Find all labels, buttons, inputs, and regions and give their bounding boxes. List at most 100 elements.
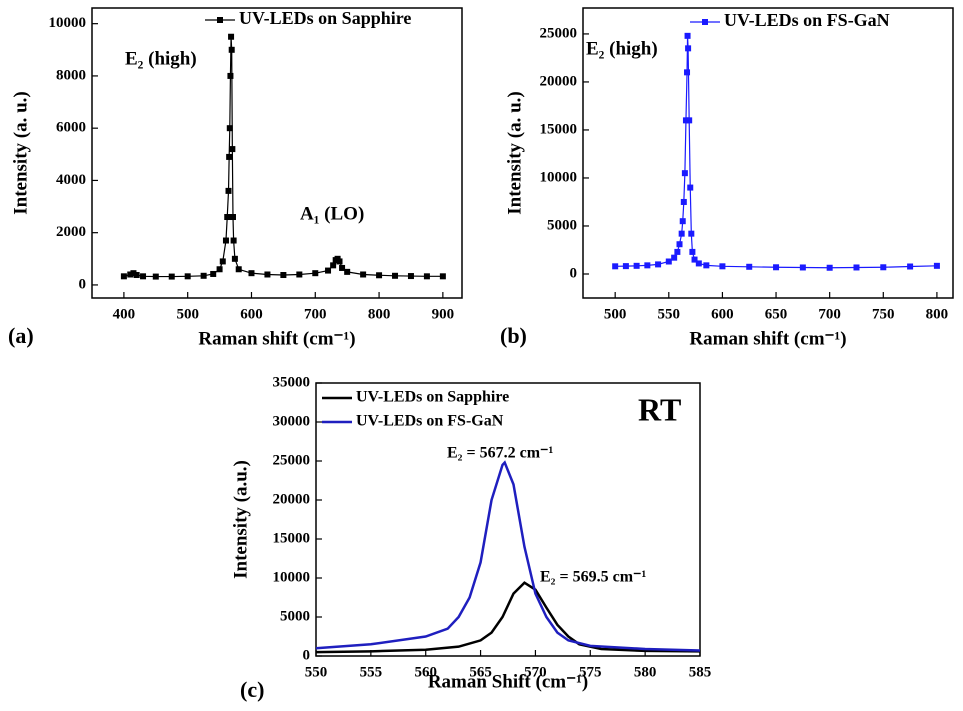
data-point	[226, 125, 233, 132]
series-line	[123, 36, 443, 278]
data-point	[296, 271, 303, 278]
x-tick-label: 400	[113, 306, 136, 322]
data-point	[280, 272, 287, 279]
data-point	[264, 271, 271, 278]
y-tick-label: 25000	[540, 25, 578, 41]
y-tick-label: 0	[303, 647, 311, 663]
data-point	[423, 273, 430, 280]
legend-label: UV-LEDs on FS-GaN	[724, 10, 890, 30]
data-point	[644, 262, 651, 269]
x-tick-label: 700	[304, 306, 327, 322]
data-point	[184, 273, 191, 280]
legend-marker	[702, 19, 708, 25]
data-point	[227, 72, 234, 79]
data-point	[226, 153, 233, 160]
x-tick-label: 600	[711, 306, 734, 322]
data-point	[407, 273, 414, 280]
data-point	[127, 271, 134, 278]
x-tick-label: 900	[432, 306, 455, 322]
data-point	[229, 146, 236, 153]
y-tick-label: 8000	[56, 67, 86, 83]
data-point	[633, 262, 640, 269]
panel-label: (b)	[500, 323, 527, 348]
data-point	[679, 218, 686, 225]
data-point	[312, 270, 319, 277]
plot-frame	[582, 7, 954, 299]
data-point	[680, 198, 687, 205]
data-point	[219, 258, 226, 265]
x-tick-label: 800	[926, 306, 949, 322]
x-tick-label: 700	[818, 306, 841, 322]
data-point	[799, 264, 806, 271]
x-tick-label: 560	[414, 664, 437, 680]
data-point	[674, 248, 681, 255]
legend-label: UV-LEDs on Sapphire	[239, 8, 411, 28]
x-tick-label: 555	[360, 664, 383, 680]
y-tick-label: 4000	[56, 172, 86, 188]
x-axis-label: Raman Shift (cm⁻¹)	[428, 671, 588, 692]
data-point	[826, 264, 833, 271]
data-point	[703, 262, 710, 269]
data-point	[330, 262, 337, 269]
y-tick-label: 10000	[49, 15, 87, 31]
y-tick-label: 35000	[273, 374, 311, 390]
data-point	[224, 214, 231, 221]
data-point	[671, 254, 678, 261]
data-point	[907, 263, 914, 270]
data-point	[691, 256, 698, 263]
y-tick-label: 6000	[56, 120, 86, 136]
x-tick-label: 580	[634, 664, 657, 680]
legend-label: UV-LEDs on Sapphire	[356, 389, 509, 406]
data-point	[676, 241, 683, 248]
data-point	[228, 46, 235, 53]
y-tick-label: 5000	[280, 608, 310, 624]
data-point	[853, 264, 860, 271]
legend-marker	[217, 17, 223, 23]
series-line	[315, 460, 701, 652]
data-point	[392, 272, 399, 279]
data-point	[120, 273, 127, 280]
data-point	[612, 263, 619, 270]
series-line	[315, 581, 701, 654]
data-point	[376, 272, 383, 279]
data-point	[686, 117, 693, 124]
annotation: E₂ (high)	[125, 48, 197, 69]
data-point	[248, 270, 255, 277]
data-point	[228, 33, 235, 40]
x-tick-label: 550	[305, 664, 328, 680]
data-point	[681, 170, 688, 177]
data-point	[339, 264, 346, 271]
data-point	[439, 273, 446, 280]
y-tick-label: 30000	[273, 413, 311, 429]
panel-label: (c)	[240, 677, 264, 702]
plot-frame	[315, 382, 701, 657]
data-point	[685, 45, 692, 52]
data-point	[231, 255, 238, 262]
data-point	[344, 268, 351, 275]
data-point	[200, 272, 207, 279]
data-point	[684, 69, 691, 76]
data-point	[684, 32, 691, 39]
data-point	[682, 117, 689, 124]
data-point	[687, 184, 694, 191]
data-point	[695, 260, 702, 267]
x-tick-label: 650	[765, 306, 788, 322]
x-tick-label: 750	[872, 306, 895, 322]
y-axis-label: Intensity (a. u.)	[504, 91, 525, 215]
data-point	[325, 267, 332, 274]
x-tick-label: 575	[579, 664, 602, 680]
data-point	[655, 261, 662, 268]
data-point	[622, 263, 629, 270]
data-point	[665, 258, 672, 265]
data-point	[880, 264, 887, 271]
annotation: E₂ (high)	[586, 38, 658, 59]
data-point	[140, 273, 147, 280]
data-point	[222, 237, 229, 244]
data-point	[210, 270, 217, 277]
data-point	[336, 258, 343, 265]
data-point	[719, 263, 726, 270]
x-tick-label: 570	[524, 664, 547, 680]
data-point	[688, 230, 695, 237]
data-point	[933, 262, 940, 269]
